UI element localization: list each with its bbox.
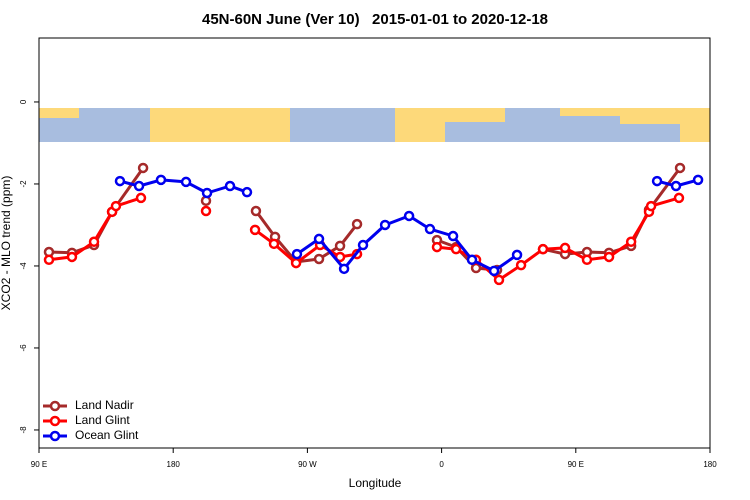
data-point [625, 236, 637, 248]
data-point [603, 251, 615, 263]
data-point [43, 254, 55, 266]
map-ocean [445, 108, 505, 122]
x-tick-label: 0 [439, 460, 444, 469]
chart-title: 45N-60N June (Ver 10) 2015-01-01 to 2020… [202, 11, 548, 28]
data-point [241, 186, 253, 198]
y-tick-label: -8 [19, 426, 28, 434]
y-tick-label: -2 [19, 180, 28, 188]
data-point [110, 200, 122, 212]
x-tick-label: 90 W [298, 460, 317, 469]
data-point [290, 257, 302, 269]
data-point [673, 192, 685, 204]
data-point [670, 180, 682, 192]
data-point [201, 187, 213, 199]
y-tick-label: 0 [19, 99, 28, 104]
y-axis-label: XCO2 - MLO trend (ppm) [0, 176, 13, 311]
data-point [537, 243, 549, 255]
data-point [268, 238, 280, 250]
data-point [180, 176, 192, 188]
data-point [692, 174, 704, 186]
map-ocean [560, 108, 620, 116]
data-point [515, 259, 527, 271]
map-ocean [39, 108, 79, 118]
legend-marker [49, 430, 61, 442]
data-point [114, 175, 126, 187]
x-tick-label: 90 E [31, 460, 47, 469]
series [114, 174, 704, 277]
map-ocean [620, 108, 710, 124]
data-point [250, 205, 262, 217]
legend-label: Ocean Glint [75, 428, 139, 442]
map-ocean [395, 108, 445, 142]
map-ocean [150, 108, 290, 142]
data-point [645, 200, 657, 212]
data-point [351, 218, 363, 230]
data-point [135, 192, 147, 204]
y-tick-label: -4 [19, 262, 28, 270]
data-point [466, 254, 478, 266]
data-point [403, 210, 415, 222]
legend-label: Land Glint [75, 413, 130, 427]
data-point [155, 174, 167, 186]
x-tick-label: 90 E [568, 460, 584, 469]
data-point [66, 251, 78, 263]
data-point [450, 243, 462, 255]
series [43, 192, 685, 286]
data-point [291, 248, 303, 260]
data-point [447, 230, 459, 242]
y-tick-label: -6 [19, 344, 28, 352]
x-axis-label: Longitude [349, 476, 402, 490]
data-point [674, 162, 686, 174]
data-point [559, 242, 571, 254]
plot-frame [38, 37, 711, 449]
data-point [470, 262, 482, 274]
data-point [88, 236, 100, 248]
legend-marker [49, 400, 61, 412]
x-tick-label: 180 [167, 460, 181, 469]
data-point [133, 180, 145, 192]
data-point [581, 254, 593, 266]
data-point [249, 224, 261, 236]
data-point [224, 180, 236, 192]
data-point [493, 274, 505, 286]
data-point [313, 233, 325, 245]
data-point [488, 265, 500, 277]
data-point [379, 219, 391, 231]
data-point [424, 223, 436, 235]
data-point [511, 249, 523, 261]
series-line [48, 196, 680, 282]
legend-label: Land Nadir [75, 398, 134, 412]
data-point [334, 240, 346, 252]
data-point [137, 162, 149, 174]
data-point [338, 263, 350, 275]
data-point [357, 239, 369, 251]
data-point [200, 205, 212, 217]
data-point [651, 175, 663, 187]
map-band [39, 108, 710, 142]
x-tick-label: 180 [703, 460, 717, 469]
legend-marker [49, 415, 61, 427]
map-ocean [680, 124, 710, 142]
data-point [313, 253, 325, 265]
data-point [431, 241, 443, 253]
